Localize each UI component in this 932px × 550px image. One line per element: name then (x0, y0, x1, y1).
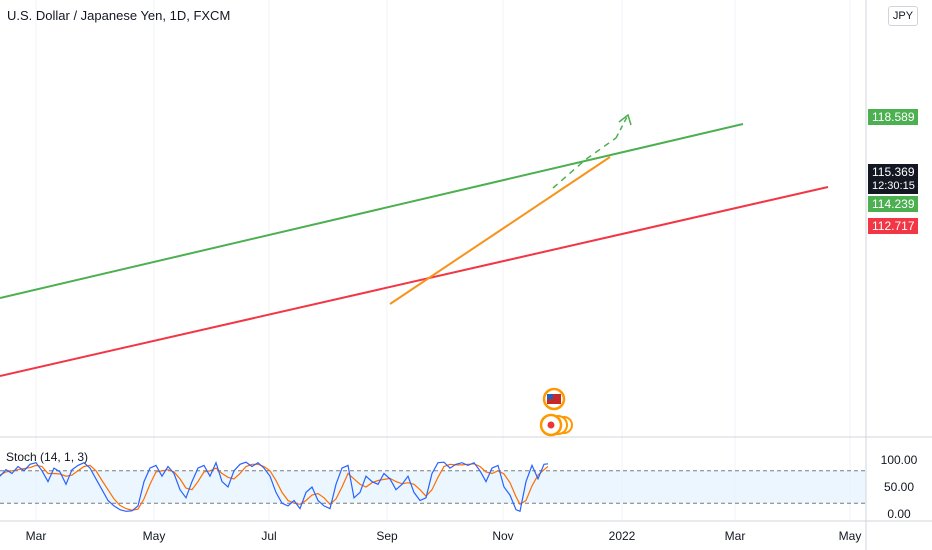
stoch-k-line (0, 461, 549, 513)
stoch-tick-label: 0.00 (887, 507, 911, 521)
projection-dashed-line (552, 137, 617, 189)
grid (35, 0, 851, 520)
red-trend-line (0, 186, 829, 377)
us-flag-canton-icon (547, 394, 553, 399)
projection-arrow-head (618, 113, 632, 126)
chart-title: U.S. Dollar / Japanese Yen, 1D, FXCM (7, 8, 231, 23)
time-tick-label: Mar (26, 529, 47, 543)
trend-lines (0, 113, 829, 377)
time-tick-label: Mar (725, 529, 746, 543)
last-price-tag: 115.369 (868, 164, 918, 180)
countdown-tag: 12:30:15 (868, 178, 918, 194)
resistance-price-tag: 118.589 (868, 109, 918, 125)
stoch-tick-label: 100.00 (881, 453, 918, 467)
stoch-tick-label: 50.00 (884, 480, 914, 494)
time-tick-label: 2022 (609, 529, 636, 543)
orange-trend-line (389, 156, 611, 305)
currency-button[interactable]: JPY (888, 6, 918, 26)
support-price-tag: 114.239 (868, 196, 918, 212)
green-trend-line (0, 123, 744, 299)
us-flag-icon (547, 394, 561, 404)
projection-dashed-line (615, 116, 628, 139)
lower-support-price-tag: 112.717 (868, 218, 918, 234)
event-markers (539, 387, 573, 437)
japan-flag-icon (547, 421, 555, 429)
stoch-d-line (0, 463, 549, 511)
time-tick-label: May (143, 529, 166, 543)
time-tick-label: Nov (492, 529, 513, 543)
stoch-indicator-label[interactable]: Stoch (14, 1, 3) (6, 450, 89, 464)
stochastic-lines (0, 461, 549, 513)
time-tick-label: Sep (376, 529, 398, 543)
time-tick-label: Jul (261, 529, 276, 543)
time-tick-label: May (839, 529, 862, 543)
